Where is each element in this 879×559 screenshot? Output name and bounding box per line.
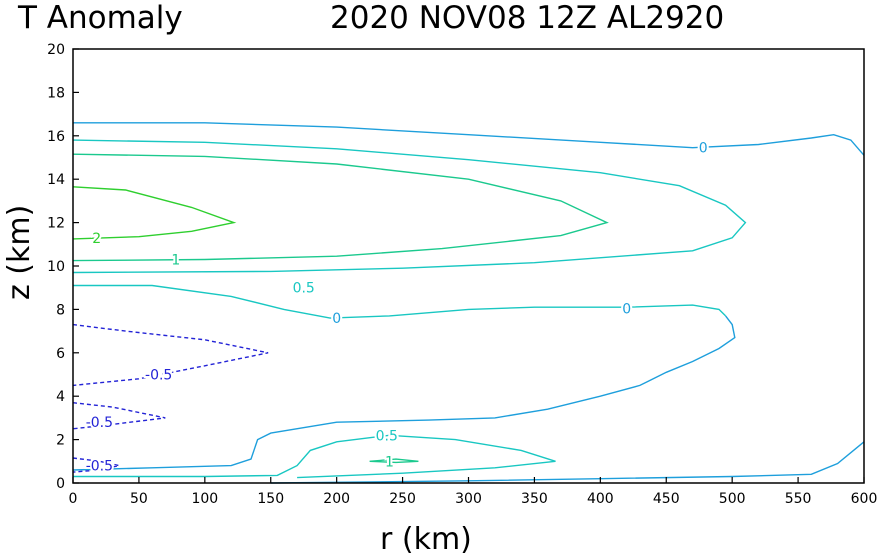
contour-label: 0 (332, 311, 341, 327)
y-tick-label: 2 (56, 433, 65, 449)
contour-line-0 (73, 122, 865, 156)
contour-line-0.5 (73, 284, 727, 319)
x-tick-label: 100 (191, 491, 218, 507)
contour-label: 1 (171, 252, 180, 268)
x-tick-label: 300 (455, 491, 482, 507)
x-tick-label: 600 (851, 491, 878, 507)
contour-label: -0.5 (145, 368, 172, 384)
y-tick-label: 10 (47, 259, 65, 275)
contour-label: 1 (385, 454, 394, 470)
contour-line--0.5 (72, 457, 120, 473)
y-tick-label: 16 (47, 129, 65, 145)
contour-label: 0.5 (293, 281, 315, 297)
contour-label: -0.5 (86, 415, 113, 431)
contour-line--0.5 (72, 402, 166, 430)
x-tick-label: 550 (785, 491, 812, 507)
contour-label: 0 (699, 141, 708, 157)
chart-subtitle: 2020 NOV08 12Z AL2920 (330, 0, 725, 36)
x-tick-label: 400 (587, 491, 614, 507)
x-tick-label: 350 (521, 491, 548, 507)
y-tick-label: 12 (47, 216, 65, 232)
contour-line-0.5 (73, 434, 556, 479)
contour-line-1 (369, 458, 419, 464)
y-tick-label: 0 (56, 476, 65, 492)
contour-line--0.5 (72, 323, 269, 387)
y-tick-label: 18 (47, 85, 65, 101)
contour-label: 2 (92, 231, 101, 247)
y-tick-label: 20 (47, 42, 65, 58)
x-tick-label: 450 (653, 491, 680, 507)
y-axis-label: z (km) (2, 204, 37, 300)
contour-line-1 (72, 153, 609, 262)
contour-label: 0 (622, 301, 631, 317)
y-tick-label: 8 (56, 302, 65, 318)
contour-line-2 (72, 186, 237, 240)
chart-title: T Anomaly (18, 0, 183, 36)
y-tick-label: 6 (56, 346, 65, 362)
x-tick-label: 500 (719, 491, 746, 507)
contour-label: 0.5 (376, 428, 398, 444)
x-tick-label: 150 (257, 491, 284, 507)
contour-line-0.5 (72, 139, 747, 274)
x-tick-label: 200 (323, 491, 350, 507)
axes: 0 50 100 150 200 250 300 350 400 450 500 550 6000246… (47, 42, 877, 507)
x-tick-label: 0 (69, 491, 78, 507)
contour-line-0 (72, 315, 736, 471)
contour-label: -0.5 (86, 459, 113, 475)
y-tick-label: 4 (56, 389, 65, 405)
x-tick-label: 250 (389, 491, 416, 507)
y-tick-label: 14 (47, 172, 65, 188)
contour-lines: 0 1 2 0.5 0 0 0.5 1 -0.5 -0.5 -0.5 (72, 122, 865, 484)
x-tick-label: 50 (130, 491, 148, 507)
x-axis-label: r (km) (380, 522, 472, 557)
contour-line-0 (270, 441, 865, 484)
